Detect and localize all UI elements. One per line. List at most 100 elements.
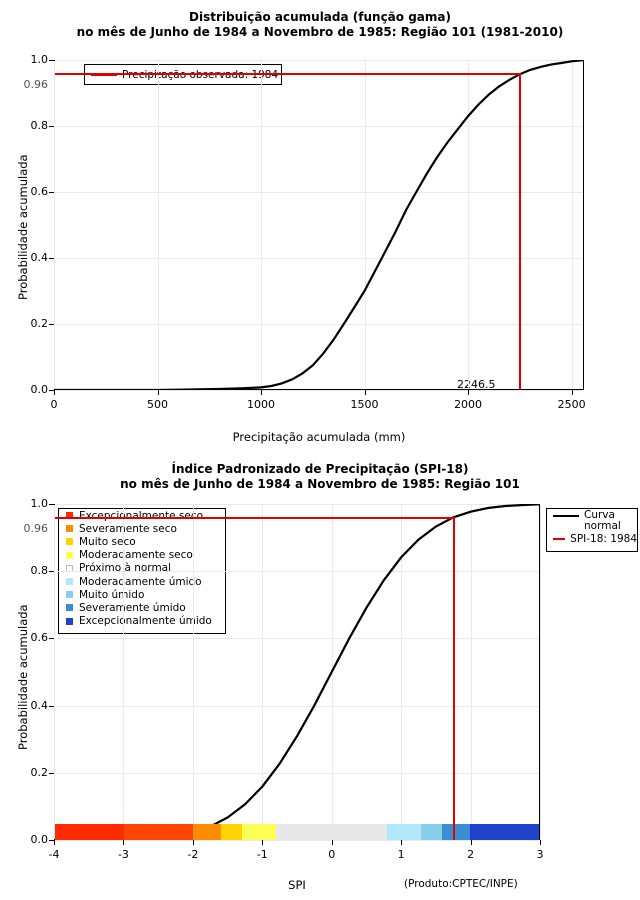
top-observed-value-label: 2246.5 — [457, 378, 496, 391]
top-ytick: 0.0 — [30, 383, 49, 396]
bottom-ytick: 0.2 — [30, 765, 49, 779]
bottom-title-line1: Índice Padronizado de Precipitação (SPI-… — [171, 462, 469, 476]
top-ytick: 1.0 — [30, 53, 49, 66]
top-xtick: 500 — [147, 398, 169, 411]
top-xtick-mark — [468, 390, 469, 395]
spi-category-segment — [276, 824, 387, 840]
bottom-observed-prob-label: 0.96 — [23, 522, 49, 535]
spi-category-segment — [55, 824, 125, 840]
top-title-line1: Distribuição acumulada (função gama) — [189, 10, 451, 24]
top-gridline-x — [158, 61, 159, 389]
bottom-xtick: -1 — [256, 848, 268, 861]
class-legend-label: Muito seco — [79, 535, 136, 548]
bottom-xtick-mark — [54, 840, 55, 845]
bottom-gridline-x — [401, 505, 402, 839]
bottom-ytick-mark — [49, 773, 54, 774]
top-ytick: 0.4 — [30, 251, 49, 264]
bottom-xtick: 1 — [397, 848, 405, 861]
top-xlabel: Precipitação acumulada (mm) — [232, 430, 406, 444]
top-xtick-mark — [572, 390, 573, 395]
bottom-ytick-mark — [49, 706, 54, 707]
spi-category-segment — [421, 824, 443, 840]
top-xtick: 2500 — [557, 398, 586, 411]
top-xtick-mark — [261, 390, 262, 395]
spi-category-segment — [469, 824, 539, 840]
bottom-gridline-y — [55, 773, 539, 774]
top-chart-title: Distribuição acumulada (função gama) no … — [0, 10, 640, 40]
top-ytick: 0.2 — [30, 317, 49, 330]
credit-label: (Produto:CPTEC/INPE) — [404, 878, 518, 890]
class-legend-label: Muito úmido — [79, 588, 145, 601]
bottom-gridline-x — [193, 505, 194, 839]
bottom-ytick-mark — [49, 638, 54, 639]
bottom-legend-label-line1: Curva — [584, 509, 615, 521]
bottom-xtick: -4 — [48, 848, 60, 861]
bottom-legend: Curva normal SPI-18: 1984 — [546, 508, 638, 552]
bottom-gridline-x — [471, 505, 472, 839]
bottom-ytick: 0.8 — [30, 564, 49, 578]
bottom-xtick: -2 — [187, 848, 199, 861]
top-ytick-mark — [49, 258, 54, 259]
class-color-swatch — [66, 578, 73, 586]
bottom-xtick-mark — [262, 840, 263, 845]
top-gridline-y — [55, 258, 583, 259]
spi-category-bar — [55, 824, 539, 840]
bottom-xtick-mark — [332, 840, 333, 845]
bottom-gridline-y — [55, 706, 539, 707]
bottom-xtick-mark — [471, 840, 472, 845]
top-gridline-y — [55, 126, 583, 127]
spi-category-segment — [241, 824, 277, 840]
top-xtick: 1000 — [247, 398, 276, 411]
bottom-gridline-y — [55, 638, 539, 639]
class-legend-row: Severamente úmido — [59, 601, 225, 614]
class-legend-row: Excepcionalmente úmido — [59, 615, 225, 628]
top-gridline-x — [54, 61, 55, 389]
spi-category-segment — [442, 824, 470, 840]
bottom-ytick-mark — [49, 840, 54, 841]
class-legend-row: Muito úmido — [59, 588, 225, 601]
bottom-gridline-y — [55, 840, 539, 841]
bottom-gridline-y — [55, 504, 539, 505]
class-legend-label: Moderadamente úmido — [79, 575, 202, 588]
bottom-gridline-y — [55, 571, 539, 572]
spi-category-segment — [193, 824, 221, 840]
top-xtick: 1500 — [350, 398, 379, 411]
class-legend-label: Moderadamente seco — [79, 549, 193, 562]
spi-category-segment — [220, 824, 242, 840]
bottom-xtick-mark — [540, 840, 541, 845]
bottom-title-line2: no mês de Junho de 1984 a Novembro de 19… — [120, 477, 520, 491]
bottom-ylabel: Probabilidade acumulada — [16, 604, 30, 750]
top-curve — [54, 60, 584, 390]
bottom-ytick-mark — [49, 504, 54, 505]
bottom-xtick-mark — [193, 840, 194, 845]
class-color-swatch — [66, 551, 73, 559]
class-color-swatch — [66, 525, 73, 533]
top-ytick-mark — [49, 126, 54, 127]
top-gridline-y — [55, 390, 583, 391]
bottom-xtick: -3 — [117, 848, 129, 861]
top-gridline-y — [55, 60, 583, 61]
class-legend-row: Muito seco — [59, 535, 225, 548]
top-gridline-x — [261, 61, 262, 389]
bottom-ytick: 1.0 — [30, 497, 49, 510]
bottom-gridline-x — [540, 505, 541, 839]
bottom-gridline-x — [54, 505, 55, 839]
bottom-spi-vline — [453, 517, 455, 840]
class-color-swatch — [66, 538, 73, 546]
top-ytick-mark — [49, 324, 54, 325]
class-legend-label: Severamente seco — [79, 522, 177, 535]
bottom-xtick: 0 — [328, 848, 336, 861]
top-xtick: 2000 — [454, 398, 483, 411]
top-gridline-x — [572, 61, 573, 389]
bottom-legend-row: SPI-18: 1984 — [547, 531, 637, 547]
bottom-gridline-x — [262, 505, 263, 839]
top-observed-hline — [55, 73, 520, 75]
top-xtick: 0 — [50, 398, 58, 411]
top-gridline-x — [468, 61, 469, 389]
bottom-chart-title: Índice Padronizado de Precipitação (SPI-… — [0, 462, 640, 492]
top-ytick-mark — [49, 192, 54, 193]
top-ylabel: Probabilidade acumulada — [16, 154, 30, 300]
bottom-legend-row: Curva normal — [547, 509, 637, 532]
legend-line-icon — [553, 515, 579, 517]
